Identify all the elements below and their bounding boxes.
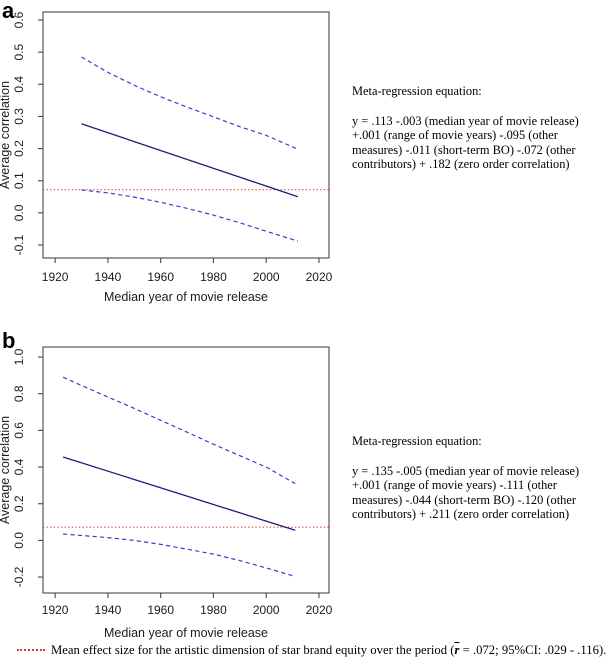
x-tick-label: 1980 [200, 603, 227, 617]
x-tick-label: 1960 [147, 270, 174, 284]
figure-caption: Mean effect size for the artistic dimens… [17, 643, 607, 658]
red-dotted-line-swatch [17, 649, 45, 651]
y-tick-label: 0.2 [12, 140, 26, 157]
caption-rbar-symbol: r [454, 643, 460, 657]
x-tick-label: 1920 [42, 603, 69, 617]
x-tick-label: 2020 [306, 603, 333, 617]
caption-text-end: = .072; 95%CI: .029 - .116). [459, 643, 607, 657]
annotation-b-equation: y = .135 -.005 (median year of movie rel… [352, 463, 580, 522]
y-tick-label: 0.4 [12, 76, 26, 93]
x-tick-label: 2020 [306, 270, 333, 284]
chart-b-average-correlation-vs-year: 1920 1940 1960 1980 2000 2020 -0.2 0.0 0.2 0.4 0.6… [0, 346, 333, 640]
y-tick-label: 0.8 [12, 385, 26, 402]
y-axis-title: Average correlation [0, 416, 12, 524]
x-tick-label: 1940 [95, 270, 122, 284]
x-tick-label: 2000 [253, 270, 280, 284]
y-tick-label: 0.4 [12, 458, 26, 475]
annotation-b: Meta-regression equation: y = .135 -.005… [352, 434, 606, 522]
caption-text: Mean effect size for the artistic dimens… [51, 643, 455, 657]
plot-frame [42, 346, 330, 594]
y-tick-label: 0.0 [12, 532, 26, 549]
annotation-a-title: Meta-regression equation: [352, 84, 482, 98]
regression-line [62, 456, 296, 531]
y-tick-label: 0.0 [12, 204, 26, 221]
x-tick-label: 2000 [253, 603, 280, 617]
annotation-a: Meta-regression equation: y = .113 -.003… [352, 84, 606, 172]
y-tick-label: 0.6 [12, 422, 26, 439]
y-tick-label: 0.2 [12, 495, 26, 512]
y-tick-label: -0.1 [12, 234, 26, 255]
x-axis-title: Median year of movie release [104, 626, 268, 640]
y-tick-label: 0.1 [12, 172, 26, 189]
y-axis-title: Average correlation [0, 81, 12, 189]
upper-confidence-line [81, 56, 299, 150]
lower-confidence-line [63, 533, 296, 578]
x-tick-label: 1940 [95, 603, 122, 617]
x-tick-label: 1920 [42, 270, 69, 284]
y-tick-label: 0.5 [12, 43, 26, 60]
panel-a-label: a [2, 0, 15, 23]
y-tick-label: -0.2 [12, 566, 26, 587]
lower-confidence-line [81, 189, 299, 242]
x-tick-label: 1960 [147, 603, 174, 617]
chart-a-average-correlation-vs-year: 1920 1940 1960 1980 2000 2020 -0.1 0.0 0.1 0.2 0.3… [0, 11, 333, 304]
annotation-b-title: Meta-regression equation: [352, 434, 482, 448]
upper-confidence-line [62, 376, 296, 485]
plot-frame [42, 11, 330, 259]
x-tick-label: 1980 [200, 270, 227, 284]
y-tick-label: 0.6 [12, 11, 26, 28]
y-tick-label: 0.3 [12, 108, 26, 125]
regression-line [81, 123, 299, 198]
annotation-a-equation: y = .113 -.003 (median year of movie rel… [352, 113, 579, 172]
x-axis-title: Median year of movie release [104, 290, 268, 304]
panel-b-label: b [2, 328, 16, 353]
y-tick-label: 1.0 [12, 348, 26, 365]
